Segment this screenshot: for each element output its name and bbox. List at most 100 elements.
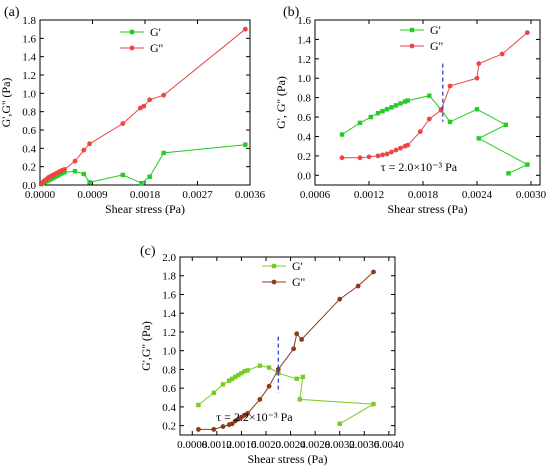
data-point-g-double-prime (62, 167, 67, 172)
x-tick-label: 0.0009 (77, 189, 108, 201)
data-point-g-prime (233, 374, 238, 380)
data-point-g-double-prime (375, 153, 381, 159)
data-point-g-double-prime (380, 152, 385, 158)
legend-label: G' (292, 259, 303, 273)
y-tick-label: 0.0 (297, 170, 311, 182)
y-tick-label: 0.4 (22, 143, 36, 155)
data-point-g-prime (402, 99, 408, 104)
legend-label: G'' (430, 39, 443, 53)
plot-frame (314, 19, 541, 186)
data-point-g-double-prime (120, 121, 126, 126)
y-tick-label: 1.8 (162, 271, 176, 283)
data-point-g-prime (230, 376, 235, 381)
panel-label: (a) (4, 5, 20, 20)
y-axis-label: G',G'' (Pa) (139, 321, 153, 371)
data-point-g-prime (476, 136, 481, 141)
y-tick-label: 1.8 (22, 15, 36, 27)
x-axis-label: Shear stress (Pa) (248, 452, 328, 466)
data-point-g-double-prime (389, 149, 394, 155)
y-tick-label: 1.0 (22, 88, 36, 100)
data-point-g-double-prime (141, 103, 147, 109)
annotation-text: τ = 2.0×10⁻³ Pa (381, 160, 458, 174)
series-line-g-prime (40, 144, 246, 185)
legend-label: G'' (150, 41, 163, 55)
x-tick-label: 0.0020 (251, 439, 282, 451)
y-axis-label: G', G'' (Pa) (274, 76, 288, 129)
y-axis-label: G',G'' (Pa) (0, 78, 13, 128)
legend-label: G' (430, 23, 441, 37)
x-tick-label: 0.0016 (226, 439, 257, 451)
panel-b: (b) 0.0006 0.0012 0.0018 0.0024 0.0030 0.0 0.2 0… (274, 5, 547, 216)
data-point-g-prime (525, 162, 530, 167)
data-point-g-prime (161, 150, 166, 156)
y-tick-label: 1.2 (22, 70, 36, 82)
y-tick-label: 1.2 (162, 327, 176, 339)
data-point-g-double-prime (245, 411, 250, 416)
data-point-g-double-prime (426, 116, 432, 122)
data-point-g-double-prime (294, 331, 300, 337)
data-point-g-double-prime (525, 30, 530, 36)
x-tick-label: 0.0024 (462, 189, 493, 201)
x-tick-label: 0.0040 (374, 439, 405, 451)
data-point-g-double-prime (275, 367, 281, 372)
data-point-g-double-prime (161, 92, 167, 98)
y-tick-label: 1.4 (22, 52, 36, 64)
y-tick-label: 0.4 (297, 131, 311, 143)
data-point-g-prime (243, 142, 248, 147)
data-point-g-double-prime (366, 154, 372, 160)
data-point-g-prime (266, 365, 272, 370)
x-tick-label: 0.0024 (275, 439, 306, 451)
plot-frame (179, 256, 396, 436)
data-point-g-prime (242, 369, 247, 374)
legend-swatch-marker (409, 43, 415, 49)
data-point-g-double-prime (242, 26, 248, 32)
data-point-g-prime (398, 101, 403, 106)
data-point-g-double-prime (299, 337, 305, 342)
x-tick-label: 0.0012 (202, 439, 232, 451)
x-axis-label: Shear stress (Pa) (388, 202, 468, 216)
y-tick-label: 1.0 (297, 73, 311, 85)
annotation-text: τ = 2.2×10⁻³ Pa (216, 410, 293, 424)
data-point-g-double-prime (398, 145, 403, 151)
data-point-g-prime (405, 98, 410, 103)
data-point-g-double-prime (405, 142, 411, 148)
data-point-g-double-prime (355, 283, 361, 289)
data-point-g-prime (120, 172, 126, 178)
x-tick-label: 0.0036 (235, 189, 266, 201)
data-point-g-prime (220, 382, 226, 387)
data-point-g-double-prime (266, 383, 272, 389)
x-tick-label: 0.0030 (516, 189, 547, 201)
data-point-g-double-prime (229, 421, 235, 427)
data-point-g-double-prime (337, 296, 343, 302)
data-point-g-prime (337, 421, 342, 426)
legend-label: G'' (292, 275, 305, 289)
data-point-g-double-prime (196, 426, 201, 432)
data-point-g-double-prime (339, 155, 345, 161)
x-tick-label: 0.0018 (130, 189, 161, 201)
data-point-g-prime (59, 170, 65, 176)
data-point-g-double-prime (476, 61, 482, 67)
data-point-g-prime (236, 372, 241, 378)
data-point-g-prime (87, 180, 92, 185)
data-point-g-prime (357, 120, 363, 126)
data-point-g-double-prime (384, 151, 390, 157)
data-point-g-prime (147, 174, 152, 179)
legend-label: G' (150, 25, 161, 39)
x-tick-label: 0.0000 (25, 189, 56, 201)
x-tick-label: 0.0008 (177, 439, 208, 451)
data-point-g-double-prime (147, 97, 153, 103)
legend-swatch-marker (409, 27, 415, 33)
data-point-g-double-prime (393, 147, 399, 153)
data-point-g-prime (474, 107, 480, 112)
data-point-g-prime (375, 110, 381, 116)
data-point-g-prime (239, 370, 244, 376)
y-tick-label: 0.8 (22, 107, 36, 119)
legend-swatch-marker (271, 263, 277, 269)
panel-label: (c) (140, 244, 156, 259)
y-tick-label: 0.8 (297, 93, 311, 105)
panel-a: (a) 0.0000 0.0009 0.0018 0.0027 0.0036 0.0 0.2 0… (0, 5, 266, 216)
y-tick-label: 1.6 (22, 33, 36, 45)
data-point-g-prime (72, 169, 78, 174)
data-point-g-double-prime (417, 129, 423, 135)
